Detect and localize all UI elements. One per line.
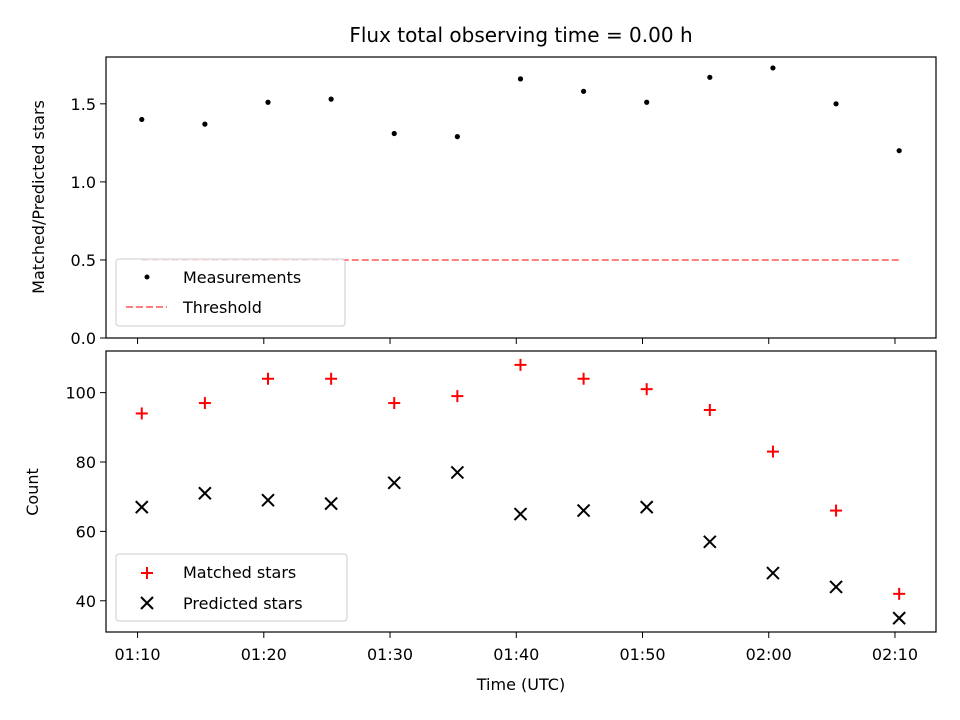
predicted-star-point [640,500,654,514]
measurement-point [580,88,587,94]
matched-star-point [577,372,590,385]
measurement-point [202,121,208,127]
measurement-point [139,116,145,123]
bottom-x-tick-label: 01:30 [367,645,413,664]
matched-star-point [451,390,464,403]
measurement-point [644,99,650,105]
top-y-tick-label: 1.5 [71,95,96,114]
legend-marker-predicted-stars [140,596,154,610]
bottom-y-tick-label: 40 [76,592,96,611]
predicted-star-point [829,580,843,594]
measurement-point [454,134,460,140]
legend-marker-measurements [144,274,150,280]
bottom-legend: Matched stars Predicted stars [115,553,348,622]
predicted-star-point [198,486,212,500]
predicted-star-point [576,503,591,518]
matched-star-point [766,445,779,458]
bottom-x-tick-label: 02:00 [746,645,792,664]
top-y-tick-label: 0.5 [71,251,96,270]
bottom-x-axis: 01:10 01:20 01:30 01:40 01:50 02:00 02:10 [115,632,918,664]
bottom-y-tick-label: 100 [65,384,96,403]
top-legend-box [115,258,346,327]
predicted-star-point [135,500,149,514]
legend-label-threshold: Threshold [182,298,262,317]
legend-label-measurements: Measurements [183,268,301,287]
measurement-point [391,130,397,137]
predicted-star-point [892,611,906,625]
top-y-tick-label: 1.0 [71,173,96,192]
measurement-point [517,76,524,82]
chart-title: Flux total observing time = 0.00 h [349,23,692,47]
bottom-x-tick-label: 01:20 [241,645,287,664]
measurement-point [328,96,334,102]
matched-star-point [893,587,906,600]
predicted-star-point [387,476,401,490]
measurement-point [896,148,902,154]
matched-star-point [388,397,401,410]
measurement-point [265,99,271,105]
top-y-tick-label: 0.0 [71,329,96,348]
matched-star-point [135,407,148,420]
bottom-plot-marks [135,358,906,625]
legend-label-matched-stars: Matched stars [183,563,296,582]
bottom-y-axis: 40 60 80 100 [65,384,106,611]
top-y-axis: 0.0 0.5 1.0 1.5 [71,95,106,348]
bottom-x-tick-label: 01:50 [619,645,665,664]
top-legend: Measurements Threshold [115,258,346,327]
bottom-panel: 40 60 80 100 01:10 01:20 01:30 01:40 01:50 02:00… [23,350,937,694]
matched-star-point [830,504,843,517]
bottom-y-axis-label: Count [23,468,42,516]
matched-star-point [198,397,211,410]
top-plot-frame [105,56,937,339]
top-x-axis [137,338,896,344]
matched-star-point [262,372,275,385]
predicted-star-point [703,535,717,549]
bottom-x-tick-label: 01:10 [115,645,161,664]
top-y-axis-label: Matched/Predicted stars [29,100,48,294]
bottom-legend-box [115,553,348,622]
matched-star-point [703,403,716,416]
bottom-plot-frame [105,350,937,633]
predicted-star-point [261,493,275,507]
predicted-star-point [766,566,780,580]
bottom-x-tick-label: 01:40 [493,645,539,664]
predicted-star-point [450,465,465,480]
predicted-star-point [324,496,338,511]
bottom-x-tick-label: 02:10 [872,645,918,664]
top-panel: Flux total observing time = 0.00 h 0.00.… [29,23,937,348]
matched-star-point [514,358,527,371]
legend-marker-matched-stars [141,567,153,579]
predicted-star-point [513,507,528,521]
bottom-x-axis-label: Time (UTC) [476,675,565,694]
bottom-y-tick-label: 60 [76,522,96,541]
measurement-point [770,65,776,71]
matched-star-point [325,372,338,385]
measurement-point [833,101,839,107]
bottom-y-tick-label: 80 [76,453,96,472]
legend-label-predicted-stars: Predicted stars [183,594,303,613]
measurement-point [707,74,713,80]
matched-star-point [640,383,653,396]
